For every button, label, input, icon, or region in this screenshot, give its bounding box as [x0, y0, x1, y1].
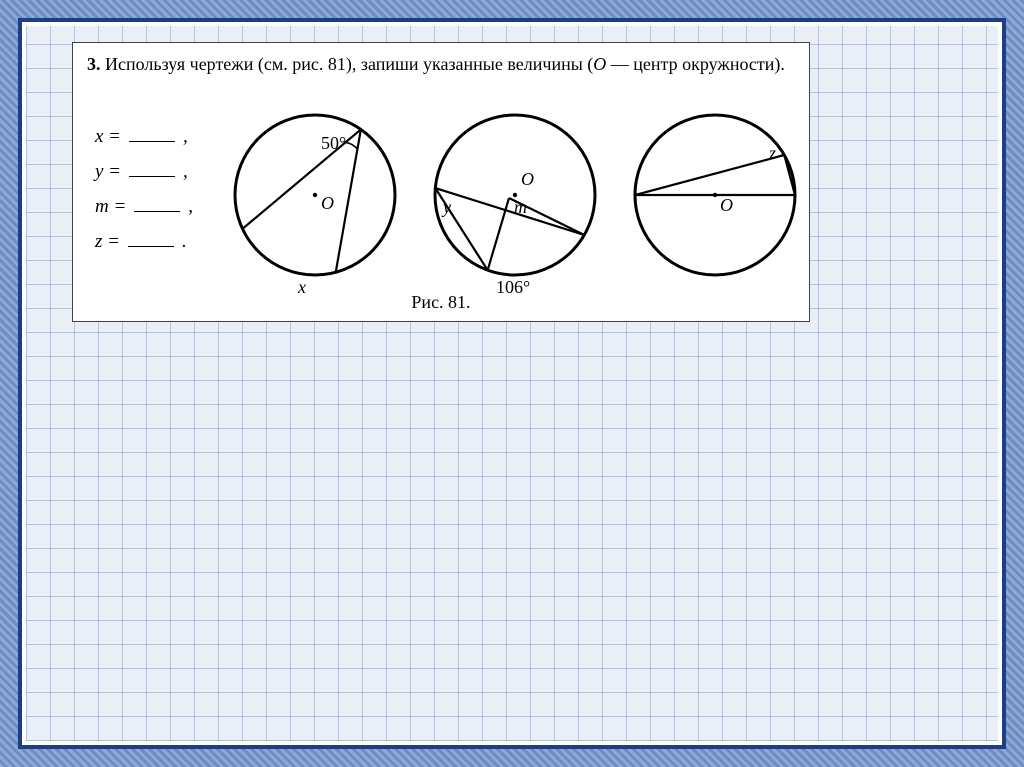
- var-z-lhs: z =: [95, 224, 120, 259]
- blank-x: [129, 124, 175, 142]
- figure-1-svg: [221, 105, 409, 285]
- blank-z: [128, 229, 174, 247]
- fig2-y-label: y: [443, 197, 451, 218]
- inner-frame: 3. Используя чертежи (см. рис. 81), запи…: [18, 18, 1006, 749]
- fig3-center-label: O: [720, 195, 733, 216]
- page: 3. Используя чертежи (см. рис. 81), запи…: [0, 0, 1024, 767]
- problem-number: 3.: [87, 54, 101, 74]
- var-m: m =,: [95, 189, 193, 224]
- center-symbol: O: [593, 54, 606, 74]
- fig1-angle-label: 50°: [321, 133, 346, 154]
- problem-card: 3. Используя чертежи (см. рис. 81), запи…: [72, 42, 810, 322]
- var-y-lhs: y =: [95, 154, 121, 189]
- var-x: x =,: [95, 119, 193, 154]
- fig3-z-label: z: [769, 143, 776, 164]
- figure-2-svg: [421, 105, 609, 285]
- var-z: z =.: [95, 224, 193, 259]
- figure-2: O y m 106°: [421, 105, 609, 305]
- figures-row: 50° O x O y m 106°: [221, 105, 809, 305]
- prompt-text-b: — центр окружности).: [606, 54, 785, 74]
- figure-1: 50° O x: [221, 105, 409, 305]
- fig1-center-label: O: [321, 193, 334, 214]
- figure-caption: Рис. 81.: [73, 292, 809, 313]
- blank-y: [129, 159, 175, 177]
- var-y: y =,: [95, 154, 193, 189]
- figure-3-svg: [621, 105, 809, 285]
- figure-3: z O: [621, 105, 809, 305]
- fig2-m-label: m: [514, 197, 527, 218]
- prompt-text-a: Используя чертежи (см. рис. 81), запиши …: [105, 54, 593, 74]
- variable-list: x =, y =, m =, z =.: [95, 119, 193, 260]
- problem-prompt: 3. Используя чертежи (см. рис. 81), запи…: [87, 51, 795, 79]
- fig2-center-label: O: [521, 169, 534, 190]
- blank-m: [134, 194, 180, 212]
- var-m-lhs: m =: [95, 189, 126, 224]
- var-x-lhs: x =: [95, 119, 121, 154]
